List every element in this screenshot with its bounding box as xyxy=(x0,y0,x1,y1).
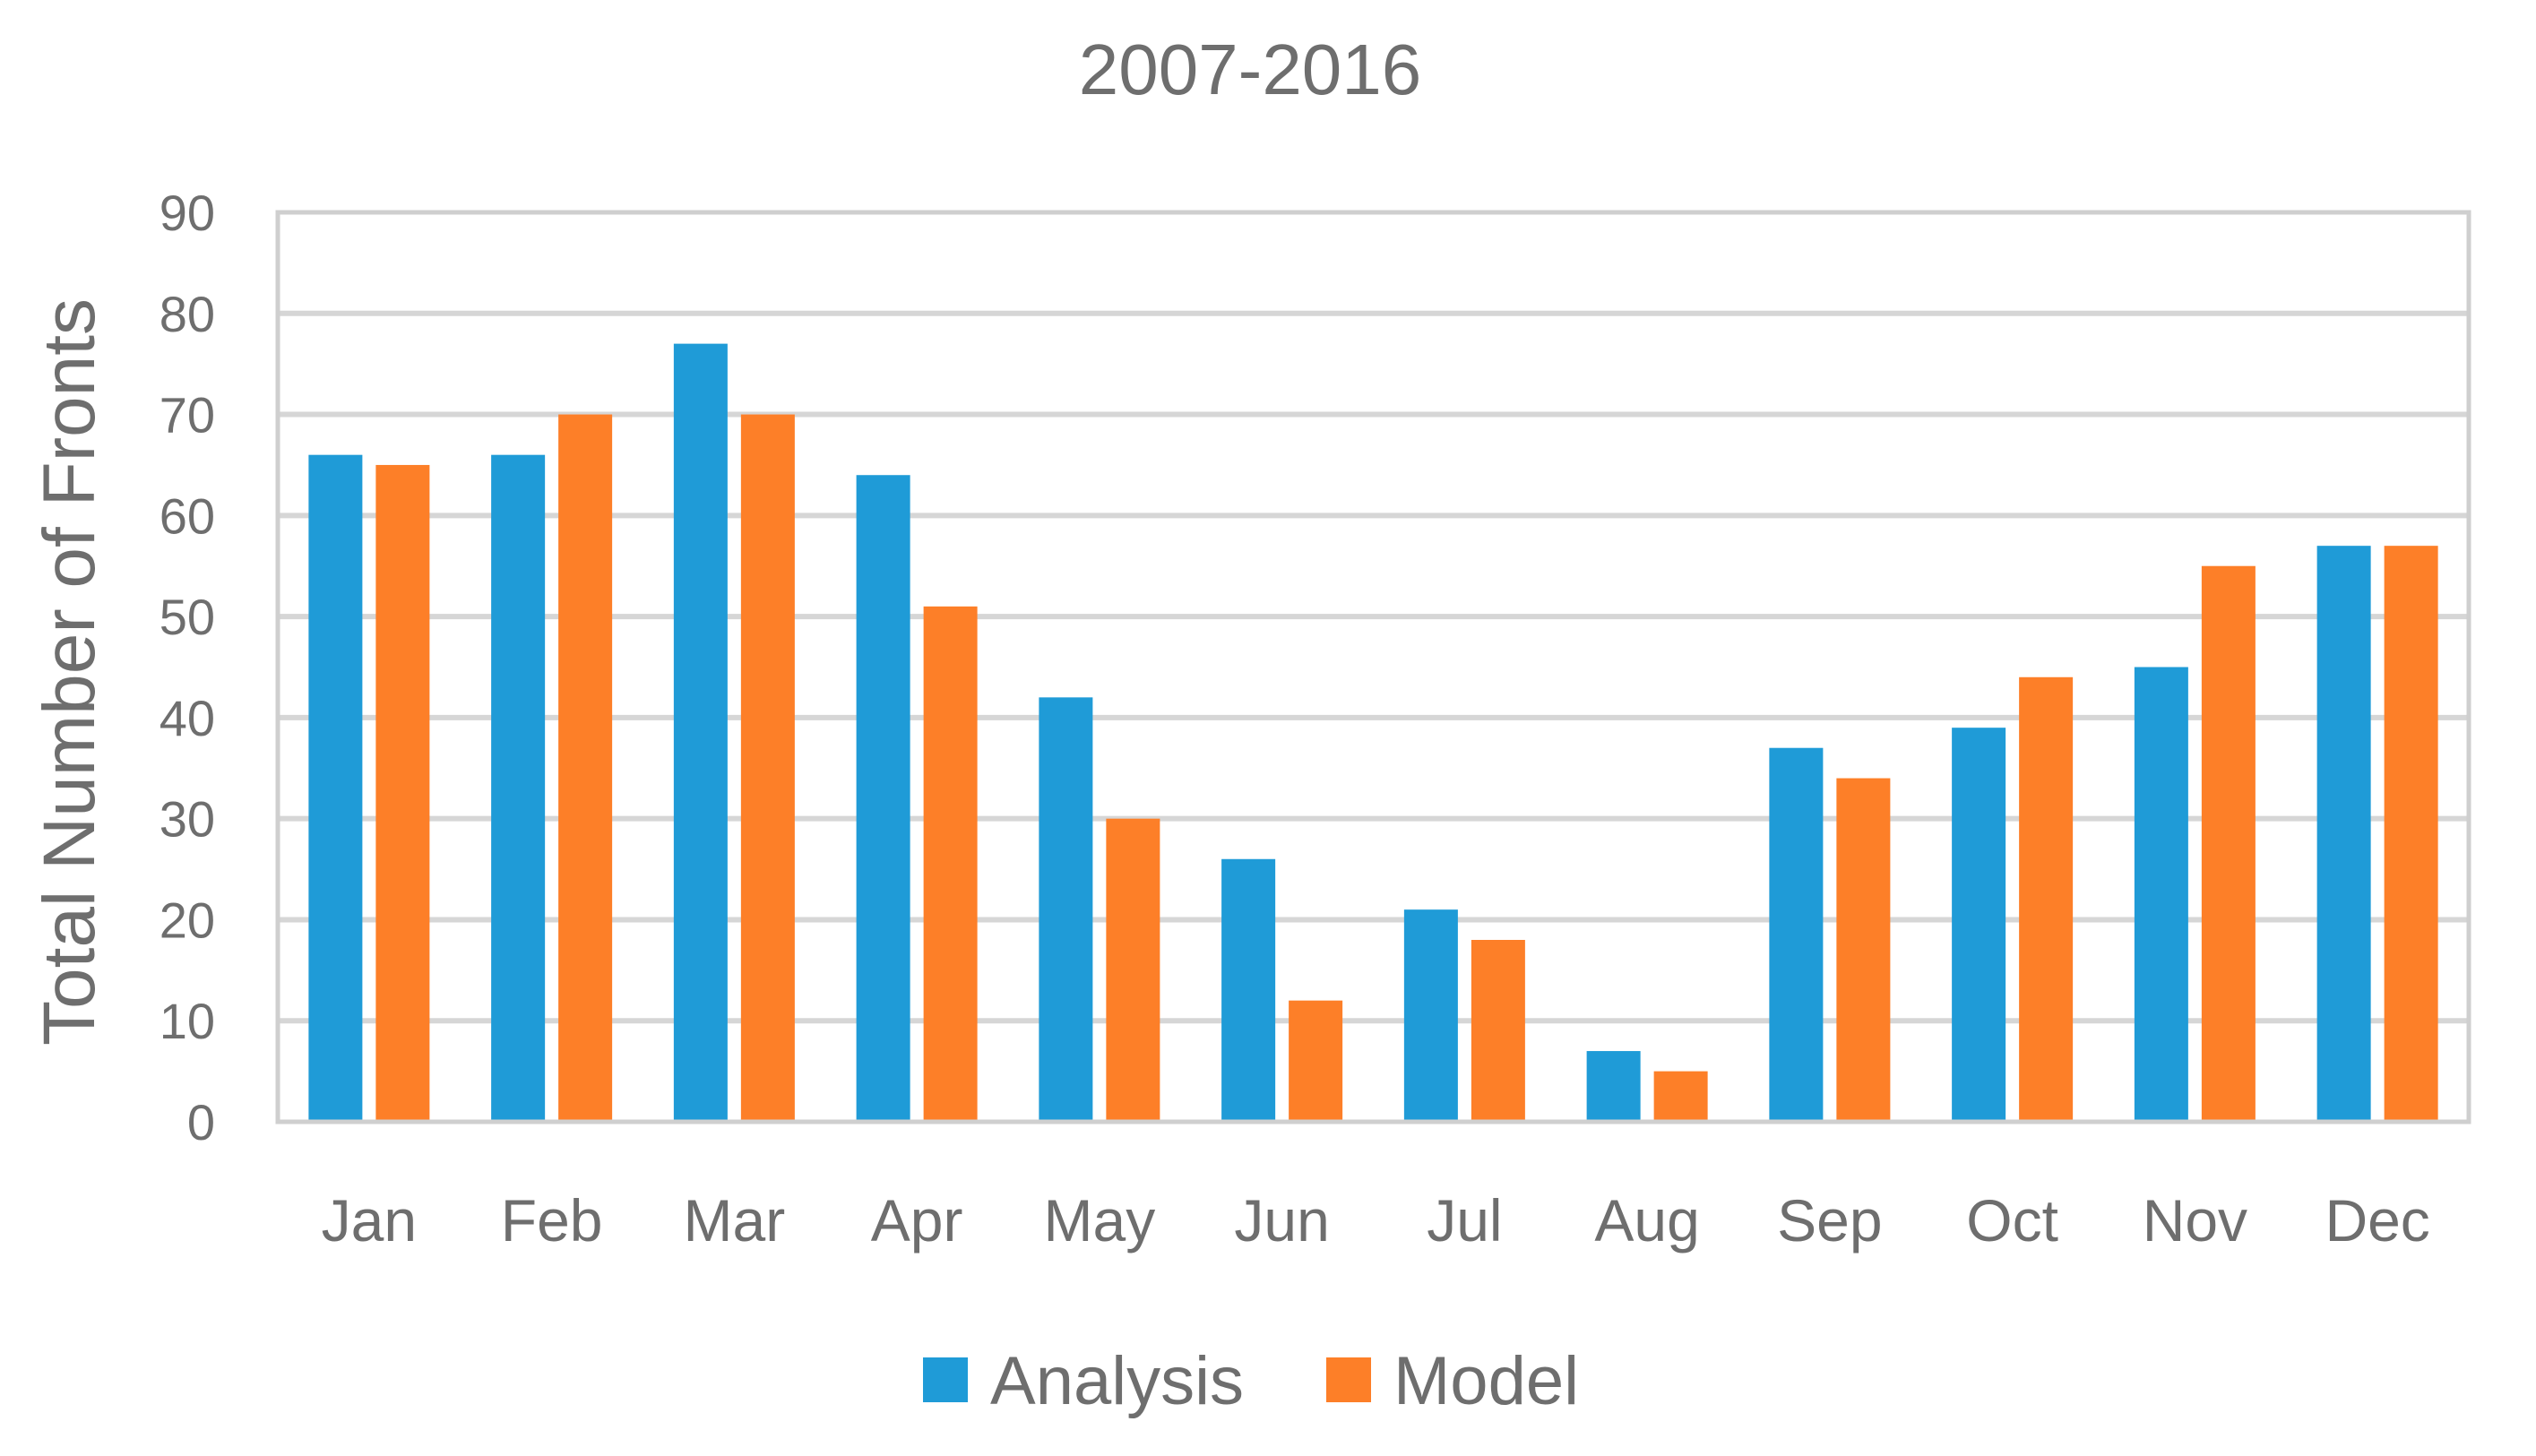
bar-model-jul xyxy=(1471,940,1525,1122)
y-tick-label: 80 xyxy=(160,286,215,342)
bar-analysis-jan xyxy=(308,454,363,1123)
bar-analysis-dec xyxy=(2316,546,2371,1122)
bar-analysis-feb xyxy=(491,454,546,1123)
y-tick-label: 20 xyxy=(160,892,215,948)
x-tick-label: Jul xyxy=(1427,1187,1502,1254)
bar-analysis-apr xyxy=(856,475,910,1122)
y-axis-label: Total Number of Fronts xyxy=(29,298,110,1046)
bar-analysis-may xyxy=(1039,697,1093,1122)
bar-model-nov xyxy=(2201,565,2256,1122)
x-tick-label: Aug xyxy=(1594,1187,1699,1254)
y-tick-label: 50 xyxy=(160,589,215,645)
bar-model-oct xyxy=(2019,676,2074,1122)
bar-model-mar xyxy=(740,414,795,1122)
legend: Analysis Model xyxy=(923,1343,1579,1419)
legend-swatch-model xyxy=(1326,1357,1371,1402)
bar-model-dec xyxy=(2384,546,2438,1122)
y-tick-label: 90 xyxy=(160,185,215,241)
x-tick-label: Jan xyxy=(322,1187,417,1254)
legend-label-analysis: Analysis xyxy=(990,1343,1244,1419)
bar-analysis-aug xyxy=(1586,1051,1641,1122)
x-tick-labels: Jan Feb Mar Apr May Jun Jul Aug Sep Oct Nov Dec xyxy=(322,1187,2430,1254)
x-tick-label: May xyxy=(1044,1187,1156,1254)
bar-analysis-oct xyxy=(1952,728,2006,1122)
legend-label-model: Model xyxy=(1393,1343,1579,1419)
bars xyxy=(308,343,2438,1123)
bar-model-may xyxy=(1106,818,1160,1122)
y-tick-label: 10 xyxy=(160,993,215,1049)
x-tick-label: Mar xyxy=(684,1187,786,1254)
bar-model-apr xyxy=(923,606,978,1122)
plot-frame xyxy=(275,210,2471,1124)
bar-analysis-nov xyxy=(2134,667,2188,1122)
x-tick-label: Dec xyxy=(2325,1187,2429,1254)
x-tick-label: Jun xyxy=(1234,1187,1329,1254)
x-tick-label: Oct xyxy=(1966,1187,2058,1254)
y-tick-label: 30 xyxy=(160,791,215,848)
bar-analysis-jul xyxy=(1403,909,1458,1122)
bar-model-sep xyxy=(1836,778,1891,1122)
x-tick-label: Nov xyxy=(2143,1187,2247,1254)
bar-model-jan xyxy=(375,464,430,1122)
y-tick-label: 60 xyxy=(160,487,215,544)
y-tick-labels: 0 10 20 30 40 50 60 70 80 90 xyxy=(160,185,215,1150)
x-tick-label: Sep xyxy=(1777,1187,1882,1254)
x-tick-label: Apr xyxy=(871,1187,963,1254)
y-tick-label: 70 xyxy=(160,387,215,444)
chart-title: 2007-2016 xyxy=(1079,30,1422,109)
legend-swatch-analysis xyxy=(923,1357,968,1402)
bar-analysis-mar xyxy=(673,343,728,1123)
bar-analysis-sep xyxy=(1769,747,1824,1122)
gridlines xyxy=(278,310,2469,1024)
y-tick-label: 0 xyxy=(187,1094,215,1150)
bar-model-feb xyxy=(558,414,613,1122)
bar-model-jun xyxy=(1289,1000,1343,1122)
y-tick-label: 40 xyxy=(160,690,215,746)
x-tick-label: Feb xyxy=(501,1187,603,1254)
bar-model-aug xyxy=(1653,1071,1708,1122)
bar-analysis-jun xyxy=(1221,858,1276,1122)
